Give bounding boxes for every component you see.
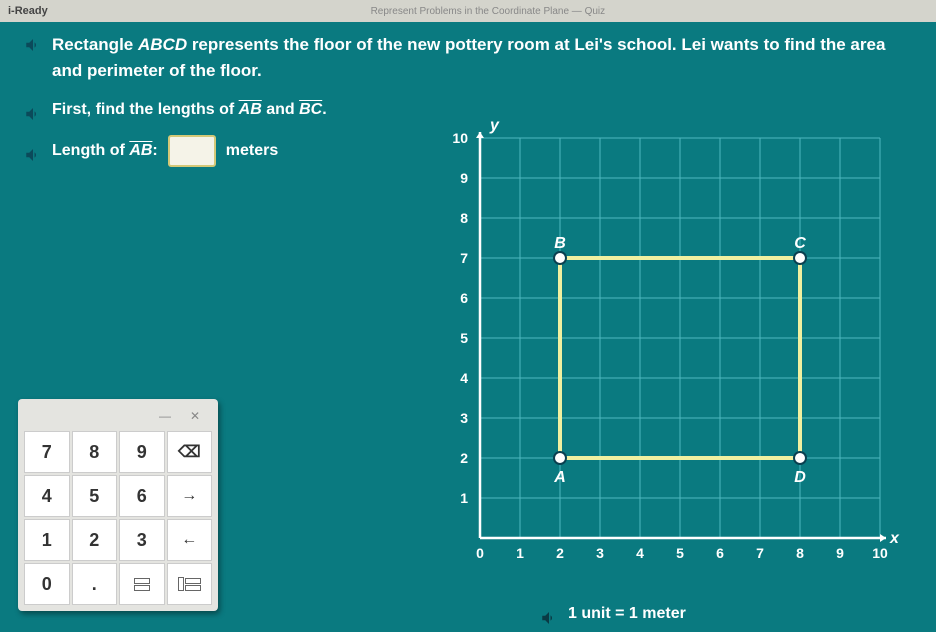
calculator-top: — ✕ [24,405,212,431]
calculator-panel[interactable]: — ✕ 789⌫ 456→ 123← 0. [18,399,218,611]
text: : [152,142,157,159]
speaker-icon[interactable] [24,105,42,119]
app-name: i-Ready [8,5,48,17]
window-titlebar: i-Ready Represent Problems in the Coordi… [0,0,936,22]
left-column: First, find the lengths of AB and BC. Le… [24,101,404,167]
prompt-label: Length of AB: [52,142,158,160]
text: Length of [52,142,129,159]
calculator-keypad: 789⌫ 456→ 123← 0. [24,431,212,605]
calc-key-←[interactable]: ← [167,519,213,561]
svg-text:x: x [889,530,900,547]
svg-text:7: 7 [756,545,764,561]
coordinate-graph: 01122334455667788991010xyABCD [440,118,900,578]
calc-key-5[interactable]: 5 [72,475,118,517]
svg-text:5: 5 [676,545,684,561]
svg-text:3: 3 [460,410,468,426]
calc-key-mfrac[interactable] [167,563,213,605]
svg-text:y: y [489,118,500,134]
svg-text:8: 8 [460,210,468,226]
svg-text:2: 2 [460,450,468,466]
calc-key-9[interactable]: 9 [119,431,165,473]
calc-key-0[interactable]: 0 [24,563,70,605]
speaker-icon[interactable] [24,36,42,50]
svg-text:4: 4 [636,545,644,561]
svg-text:8: 8 [796,545,804,561]
svg-text:2: 2 [556,545,564,561]
text: Rectangle [52,35,138,54]
calc-key-3[interactable]: 3 [119,519,165,561]
calc-key-4[interactable]: 4 [24,475,70,517]
close-button[interactable]: ✕ [182,407,208,425]
svg-text:9: 9 [836,545,844,561]
problem-statement: Rectangle ABCD represents the floor of t… [24,32,912,83]
svg-text:3: 3 [596,545,604,561]
segment-bc: BC [299,101,322,118]
calc-key-8[interactable]: 8 [72,431,118,473]
svg-text:1: 1 [516,545,524,561]
length-ab-input[interactable] [168,135,216,167]
svg-text:D: D [794,469,806,486]
svg-text:C: C [794,235,806,252]
legend-text: 1 unit = 1 meter [568,605,686,623]
svg-text:0: 0 [476,545,484,561]
instruction-text: First, find the lengths of AB and BC. [52,101,327,119]
segment-ab: AB [129,142,152,159]
segment-ab: AB [239,101,262,118]
minimize-button[interactable]: — [152,407,178,425]
text: . [322,101,326,118]
svg-text:5: 5 [460,330,468,346]
calc-key-⌫[interactable]: ⌫ [167,431,213,473]
svg-text:9: 9 [460,170,468,186]
svg-text:1: 1 [460,490,468,506]
main-content: Rectangle ABCD represents the floor of t… [0,22,936,629]
problem-text: Rectangle ABCD represents the floor of t… [52,32,912,83]
svg-text:6: 6 [460,290,468,306]
svg-text:A: A [553,469,566,486]
calc-key-frac[interactable] [119,563,165,605]
calc-key-7[interactable]: 7 [24,431,70,473]
text: and [262,101,299,118]
units-label: meters [226,142,278,160]
rectangle-name: ABCD [138,35,187,54]
calc-key-6[interactable]: 6 [119,475,165,517]
answer-row: Length of AB: meters [24,135,404,167]
calc-key-1[interactable]: 1 [24,519,70,561]
text: First, find the lengths of [52,101,239,118]
svg-text:6: 6 [716,545,724,561]
svg-text:B: B [554,235,566,252]
calc-key-2[interactable]: 2 [72,519,118,561]
svg-text:10: 10 [872,545,888,561]
instruction-row: First, find the lengths of AB and BC. [24,101,404,119]
lesson-title: Represent Problems in the Coordinate Pla… [48,6,928,17]
svg-text:4: 4 [460,370,468,386]
svg-text:10: 10 [452,130,468,146]
calc-key-.[interactable]: . [72,563,118,605]
speaker-icon[interactable] [24,146,42,160]
svg-text:7: 7 [460,250,468,266]
speaker-icon[interactable] [540,609,558,623]
calc-key-→[interactable]: → [167,475,213,517]
graph-legend: 1 unit = 1 meter [540,605,686,623]
